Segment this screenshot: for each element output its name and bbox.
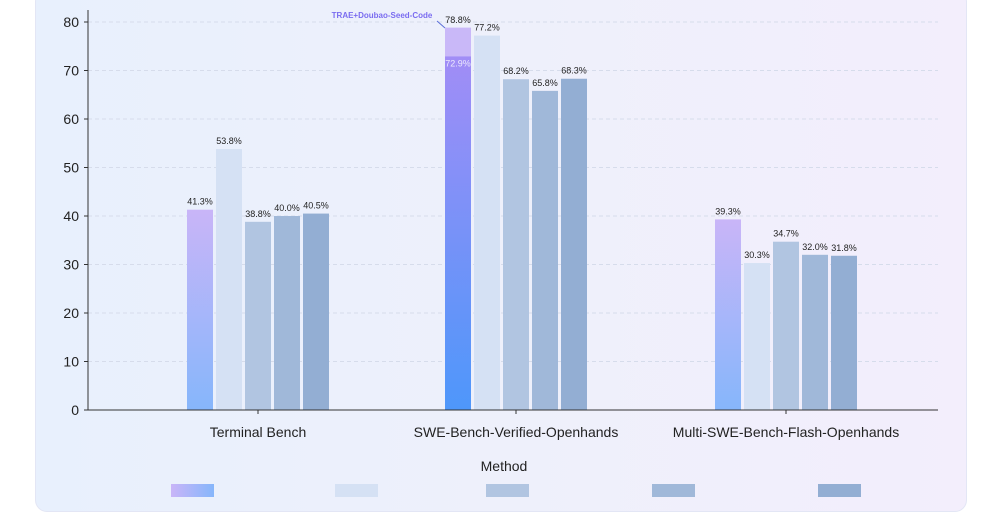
x-tick-label: Terminal Bench bbox=[210, 424, 307, 440]
annotation-label: TRAE+Doubao-Seed-Code bbox=[332, 11, 433, 20]
bar bbox=[303, 213, 329, 410]
y-tick-label: 50 bbox=[63, 160, 79, 176]
y-tick-label: 40 bbox=[63, 208, 79, 224]
bar-chart: 41.3% 53.8% 38.8%40.0% 40.5% 72.9% 78.8%77.2%… bbox=[63, 10, 938, 497]
bar bbox=[715, 219, 741, 410]
data-label: 32.0% bbox=[802, 242, 828, 252]
bar bbox=[245, 221, 271, 410]
bar-top-segment bbox=[445, 27, 471, 57]
y-tick-label: 80 bbox=[63, 14, 79, 30]
data-label: 68.2% bbox=[503, 66, 529, 76]
data-label: 30.3% bbox=[744, 250, 770, 260]
y-tick-label: 70 bbox=[63, 63, 79, 79]
legend-swatch bbox=[818, 484, 861, 497]
legend-swatch bbox=[486, 484, 529, 497]
y-tick-label: 60 bbox=[63, 111, 79, 127]
bar bbox=[561, 78, 587, 411]
data-label: 78.8% bbox=[445, 15, 471, 25]
bar bbox=[216, 149, 242, 410]
bar bbox=[474, 35, 500, 411]
bar bbox=[831, 255, 857, 410]
y-tick-label: 20 bbox=[63, 305, 79, 321]
legend-swatch bbox=[171, 484, 214, 497]
legend-swatch bbox=[335, 484, 378, 497]
data-label: 39.3% bbox=[715, 206, 741, 216]
bar bbox=[503, 79, 529, 410]
data-label: 77.2% bbox=[474, 23, 500, 33]
y-tick-label: 30 bbox=[63, 257, 79, 273]
legend-swatch bbox=[652, 484, 695, 497]
data-label: 53.8% bbox=[216, 136, 242, 146]
bar bbox=[802, 254, 828, 410]
x-tick-label: SWE-Bench-Verified-Openhands bbox=[414, 424, 619, 440]
data-label: 68.3% bbox=[561, 66, 587, 76]
bar bbox=[532, 90, 558, 411]
bar bbox=[773, 241, 799, 410]
x-axis-label: Method bbox=[481, 458, 528, 474]
data-label: 40.5% bbox=[303, 201, 329, 211]
bar bbox=[445, 27, 471, 410]
data-label: 34.7% bbox=[773, 229, 799, 239]
x-tick-label: Multi-SWE-Bench-Flash-Openhands bbox=[673, 424, 899, 440]
y-tick-label: 10 bbox=[63, 354, 79, 370]
data-label: 31.8% bbox=[831, 243, 857, 253]
data-label: 41.3% bbox=[187, 197, 213, 207]
annotation-arrow bbox=[436, 20, 446, 29]
data-label: 38.8% bbox=[245, 209, 271, 219]
bar bbox=[274, 216, 300, 410]
bar bbox=[744, 263, 770, 410]
inner-marker-label: 72.9% bbox=[445, 58, 471, 68]
data-label: 40.0% bbox=[274, 203, 300, 213]
bar bbox=[187, 209, 213, 410]
y-tick-label: 0 bbox=[71, 402, 79, 418]
data-label: 65.8% bbox=[532, 78, 558, 88]
